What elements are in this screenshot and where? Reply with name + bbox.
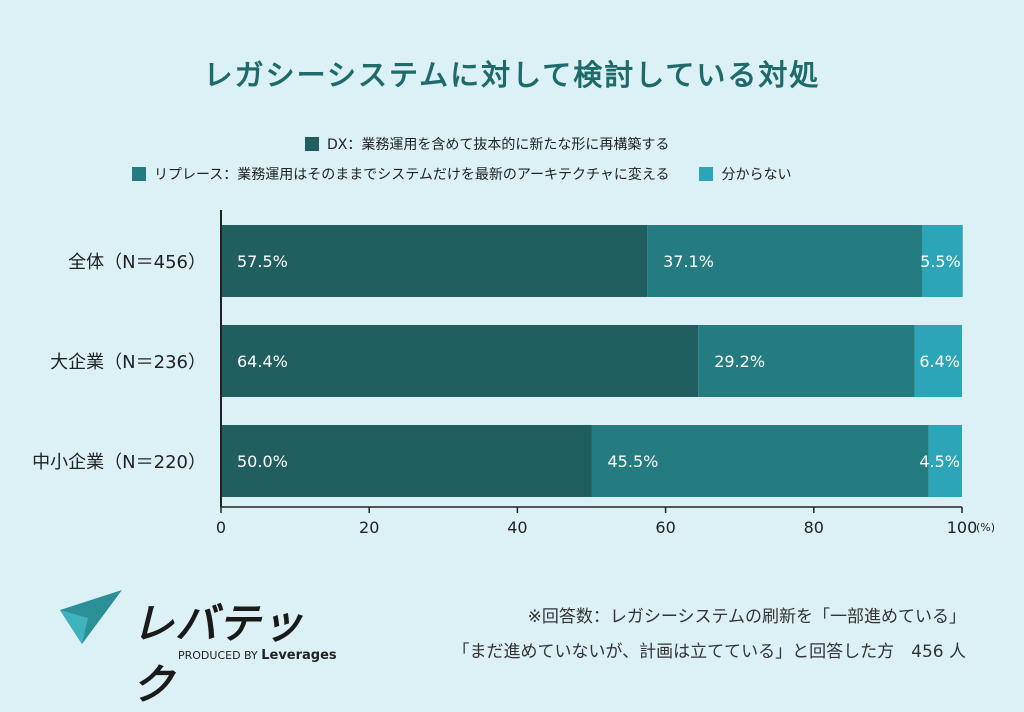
legend-label-replace: リプレース：業務運用はそのままでシステムだけを最新のアーキテクチャに変える	[154, 167, 670, 183]
levtech-logo: レバテック PRODUCED BY Leverages	[58, 588, 338, 709]
legend-item-dx: DX：業務運用を含めて抜本的に新たな形に再構築する	[305, 134, 669, 154]
bar-segment	[647, 225, 922, 297]
bar-segment	[221, 225, 648, 297]
legend-item-replace: リプレース：業務運用はそのままでシステムだけを最新のアーキテクチャに変える	[132, 164, 669, 184]
bar-segment	[591, 425, 929, 497]
data-label: 6.4%	[919, 352, 960, 371]
data-label: 29.2%	[714, 352, 765, 371]
bar-segment	[698, 325, 915, 397]
category-label: 大企業（N＝236）	[50, 352, 206, 373]
data-label: 50.0%	[237, 452, 288, 471]
data-label: 64.4%	[237, 352, 288, 371]
logo-produced-by: PRODUCED BY	[178, 649, 258, 662]
data-label: 4.5%	[919, 452, 960, 471]
chart-title: レガシーシステムに対して検討している対処	[203, 58, 821, 92]
x-tick-label: 80	[804, 518, 824, 537]
legend-swatch-dx	[305, 137, 319, 151]
legend-swatch-replace	[132, 167, 146, 181]
data-label: 5.5%	[920, 252, 961, 271]
bar-segment	[921, 225, 963, 297]
legend-item-unknown: 分からない	[699, 164, 791, 184]
x-tick-label: 100	[947, 518, 978, 537]
x-tick-label: 20	[359, 518, 379, 537]
bar-segment	[221, 325, 699, 397]
footer-note-line2: 「まだ進めていないが、計画は立てている」と回答した方 456 人	[452, 642, 966, 662]
legend-swatch-unknown	[699, 167, 714, 181]
x-axis-unit: (%)	[976, 521, 995, 534]
logo-mark-icon	[60, 590, 122, 644]
data-label: 45.5%	[608, 452, 659, 471]
bar-segment	[928, 425, 962, 497]
bar-segment	[914, 325, 962, 397]
bar-segment	[221, 425, 592, 497]
legend-row-1: DX：業務運用を含めて抜本的に新たな形に再構築する	[305, 134, 669, 154]
x-tick-label: 40	[507, 518, 527, 537]
x-tick-label: 60	[655, 518, 675, 537]
x-tick-label: 0	[216, 518, 226, 537]
category-label: 中小企業（N＝220）	[32, 452, 206, 473]
data-label: 57.5%	[237, 252, 288, 271]
logo-subtitle: PRODUCED BY Leverages	[178, 648, 337, 663]
logo-brand: Leverages	[261, 648, 337, 663]
data-label: 37.1%	[663, 252, 714, 271]
category-label: 全体（N＝456）	[68, 252, 206, 273]
legend-label-dx: DX：業務運用を含めて抜本的に新たな形に再構築する	[327, 137, 670, 153]
footer-note-line1: ※回答数：レガシーシステムの刷新を「一部進めている」	[527, 607, 966, 627]
logo-wordmark: レバテック	[132, 599, 305, 709]
legend-row-2: リプレース：業務運用はそのままでシステムだけを最新のアーキテクチャに変える 分か…	[132, 164, 791, 184]
legend-label-unknown: 分からない	[721, 167, 792, 183]
